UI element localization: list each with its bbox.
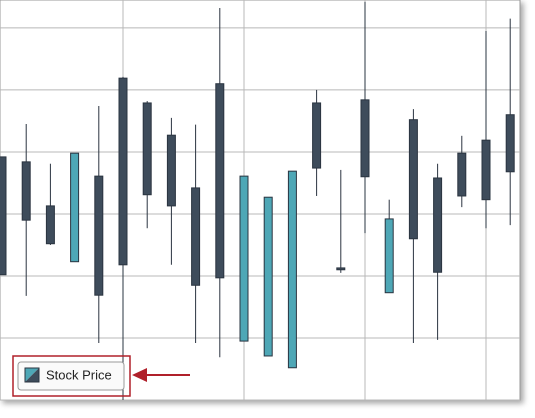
candles (0, 1, 515, 400)
candle-body (408, 119, 418, 240)
candle-body (457, 152, 467, 197)
candle-body (21, 161, 31, 221)
candle-body (70, 152, 80, 263)
candle-body (505, 114, 515, 173)
legend (17, 361, 125, 391)
candle-body (191, 187, 201, 286)
candle-body (312, 102, 322, 169)
candle-body (142, 102, 152, 196)
candle-body (433, 177, 443, 273)
candle-body (215, 83, 225, 279)
legend-icon-frame (24, 367, 40, 383)
legend-label: Stock Price (46, 367, 112, 382)
candle-body (118, 77, 128, 266)
candle-body (481, 139, 491, 201)
candle-body (384, 218, 394, 294)
candle-body (360, 99, 370, 178)
candle-body (287, 170, 297, 369)
legend-icon (25, 368, 39, 382)
candle-body (263, 196, 273, 357)
highlight-box (12, 355, 131, 397)
arrow-head (132, 368, 147, 382)
candle-body (45, 205, 55, 245)
candle-body (0, 156, 7, 276)
candle-body (166, 134, 176, 207)
candle-body (94, 175, 104, 296)
candle-body (239, 175, 249, 342)
candle-body (336, 267, 346, 271)
legend-callout: Stock Price (12, 355, 190, 397)
